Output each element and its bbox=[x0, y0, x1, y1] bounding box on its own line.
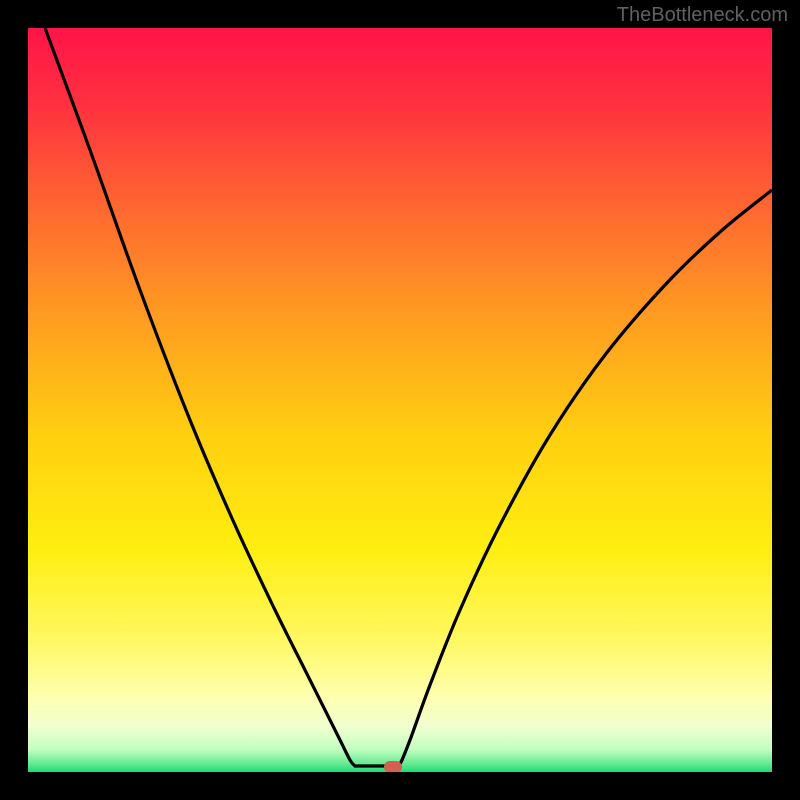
plot-area bbox=[28, 28, 772, 772]
gradient-background bbox=[28, 28, 772, 772]
watermark-text: TheBottleneck.com bbox=[617, 4, 788, 27]
minimum-marker bbox=[384, 761, 402, 772]
